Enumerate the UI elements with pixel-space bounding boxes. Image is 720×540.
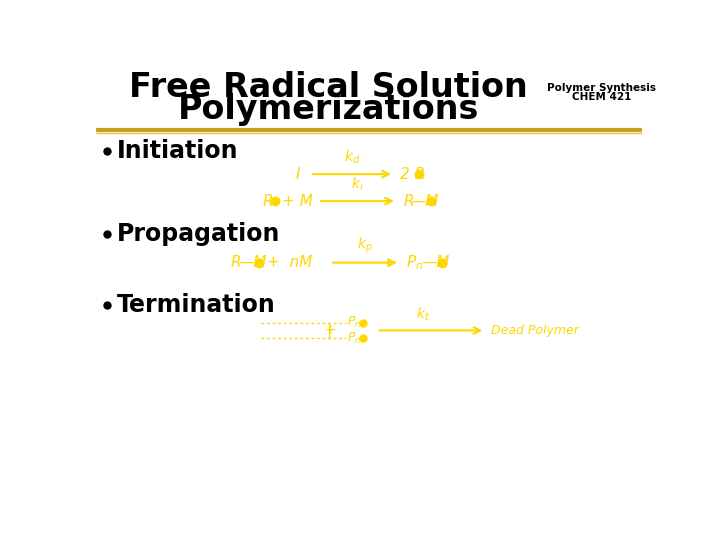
Text: $P_m$: $P_m$ bbox=[347, 330, 365, 346]
Text: R: R bbox=[403, 194, 414, 208]
Text: —M: —M bbox=[238, 255, 266, 270]
Text: $k_p$: $k_p$ bbox=[357, 235, 373, 255]
Text: CHEM 421: CHEM 421 bbox=[572, 92, 631, 102]
Text: +: + bbox=[325, 323, 336, 336]
Text: $P_n$: $P_n$ bbox=[406, 253, 423, 272]
Text: Termination: Termination bbox=[117, 293, 276, 317]
Text: 2 R: 2 R bbox=[400, 167, 426, 181]
Text: $k_d$: $k_d$ bbox=[344, 149, 360, 166]
Text: —M: —M bbox=[421, 255, 449, 270]
Text: +  nM: + nM bbox=[266, 255, 312, 270]
Text: R: R bbox=[262, 194, 273, 208]
Text: Dead Polymer: Dead Polymer bbox=[492, 324, 580, 337]
Text: Polymer Synthesis: Polymer Synthesis bbox=[547, 83, 656, 93]
Text: Propagation: Propagation bbox=[117, 222, 281, 246]
Text: Polymerizations: Polymerizations bbox=[178, 93, 480, 126]
Text: $k_t$: $k_t$ bbox=[416, 305, 431, 323]
Text: —M: —M bbox=[410, 194, 438, 208]
Text: R: R bbox=[231, 255, 242, 270]
Text: I: I bbox=[295, 167, 300, 181]
Text: + M: + M bbox=[282, 194, 313, 208]
Text: $k_i$: $k_i$ bbox=[351, 176, 364, 193]
Text: Initiation: Initiation bbox=[117, 139, 238, 163]
Text: $P_n$: $P_n$ bbox=[347, 315, 361, 330]
Text: Free Radical Solution: Free Radical Solution bbox=[130, 71, 528, 104]
